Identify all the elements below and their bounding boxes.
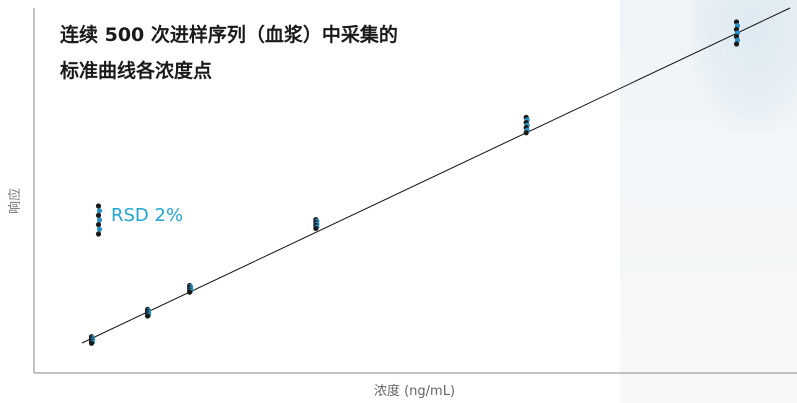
data-point — [95, 203, 102, 209]
data-point — [88, 340, 95, 346]
background-photo-highlight — [690, 0, 797, 130]
y-axis-label: 响应 — [8, 187, 23, 214]
x-axis-label: 浓度 (ng/mL) — [373, 384, 456, 399]
data-point — [96, 208, 103, 214]
data-point — [96, 217, 103, 223]
chart-title-line-1: 连续 500 次进样序列（血浆）中采集的 — [60, 24, 398, 46]
data-point — [144, 313, 151, 319]
fit-line — [81, 7, 791, 344]
rsd-annotation: RSD 2% — [111, 205, 184, 226]
data-point — [523, 130, 529, 136]
data-point — [733, 41, 740, 47]
data-point — [313, 225, 319, 232]
data-point — [96, 226, 103, 232]
data-point — [95, 222, 102, 228]
chart-title-line-2: 标准曲线各浓度点 — [60, 60, 213, 82]
data-points — [88, 19, 741, 346]
data-point — [95, 231, 102, 237]
data-point — [187, 289, 193, 295]
data-point — [95, 212, 102, 218]
